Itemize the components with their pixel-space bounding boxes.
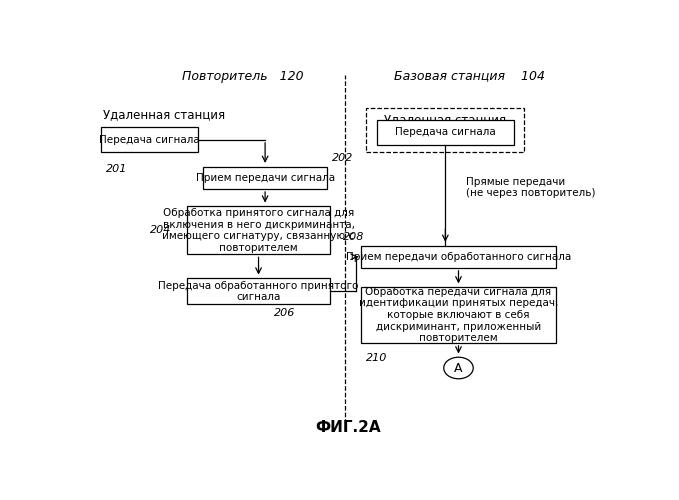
Text: Удаленная станция: Удаленная станция — [384, 112, 507, 126]
FancyBboxPatch shape — [361, 246, 556, 268]
FancyBboxPatch shape — [203, 166, 327, 189]
FancyBboxPatch shape — [187, 278, 329, 304]
Text: 202: 202 — [332, 153, 354, 163]
Text: Базовая станция    104: Базовая станция 104 — [394, 70, 545, 82]
Text: Прием передачи сигнала: Прием передачи сигнала — [196, 173, 335, 183]
Text: 206: 206 — [274, 308, 295, 318]
FancyBboxPatch shape — [361, 287, 556, 343]
Circle shape — [444, 357, 473, 379]
Text: 208: 208 — [343, 232, 364, 241]
FancyBboxPatch shape — [377, 120, 514, 144]
Text: ФИГ.2А: ФИГ.2А — [315, 420, 381, 436]
Text: Прием передачи обработанного сигнала: Прием передачи обработанного сигнала — [346, 252, 571, 262]
Text: 204: 204 — [150, 226, 172, 235]
FancyBboxPatch shape — [100, 128, 198, 152]
FancyBboxPatch shape — [367, 108, 524, 152]
FancyBboxPatch shape — [187, 206, 329, 254]
Text: 201: 201 — [106, 164, 127, 174]
Text: A: A — [454, 362, 463, 374]
Text: Передача сигнала: Передача сигнала — [395, 127, 496, 137]
Text: Передача сигнала: Передача сигнала — [99, 135, 200, 145]
Text: Передача обработанного принятого
сигнала: Передача обработанного принятого сигнала — [158, 280, 359, 302]
Text: Прямые передачи
(не через повторитель): Прямые передачи (не через повторитель) — [466, 176, 596, 198]
Text: 210: 210 — [367, 352, 388, 362]
Text: Удаленная станция: Удаленная станция — [103, 108, 225, 122]
Text: Повторитель   120: Повторитель 120 — [182, 70, 304, 82]
Text: Обработка передачи сигнала для
идентификации принятых передач,
которые включают : Обработка передачи сигнала для идентифик… — [359, 287, 558, 344]
Text: Обработка принятого сигнала для
включения в него дискриминанта,
имеющего сигнату: Обработка принятого сигнала для включени… — [162, 208, 354, 253]
